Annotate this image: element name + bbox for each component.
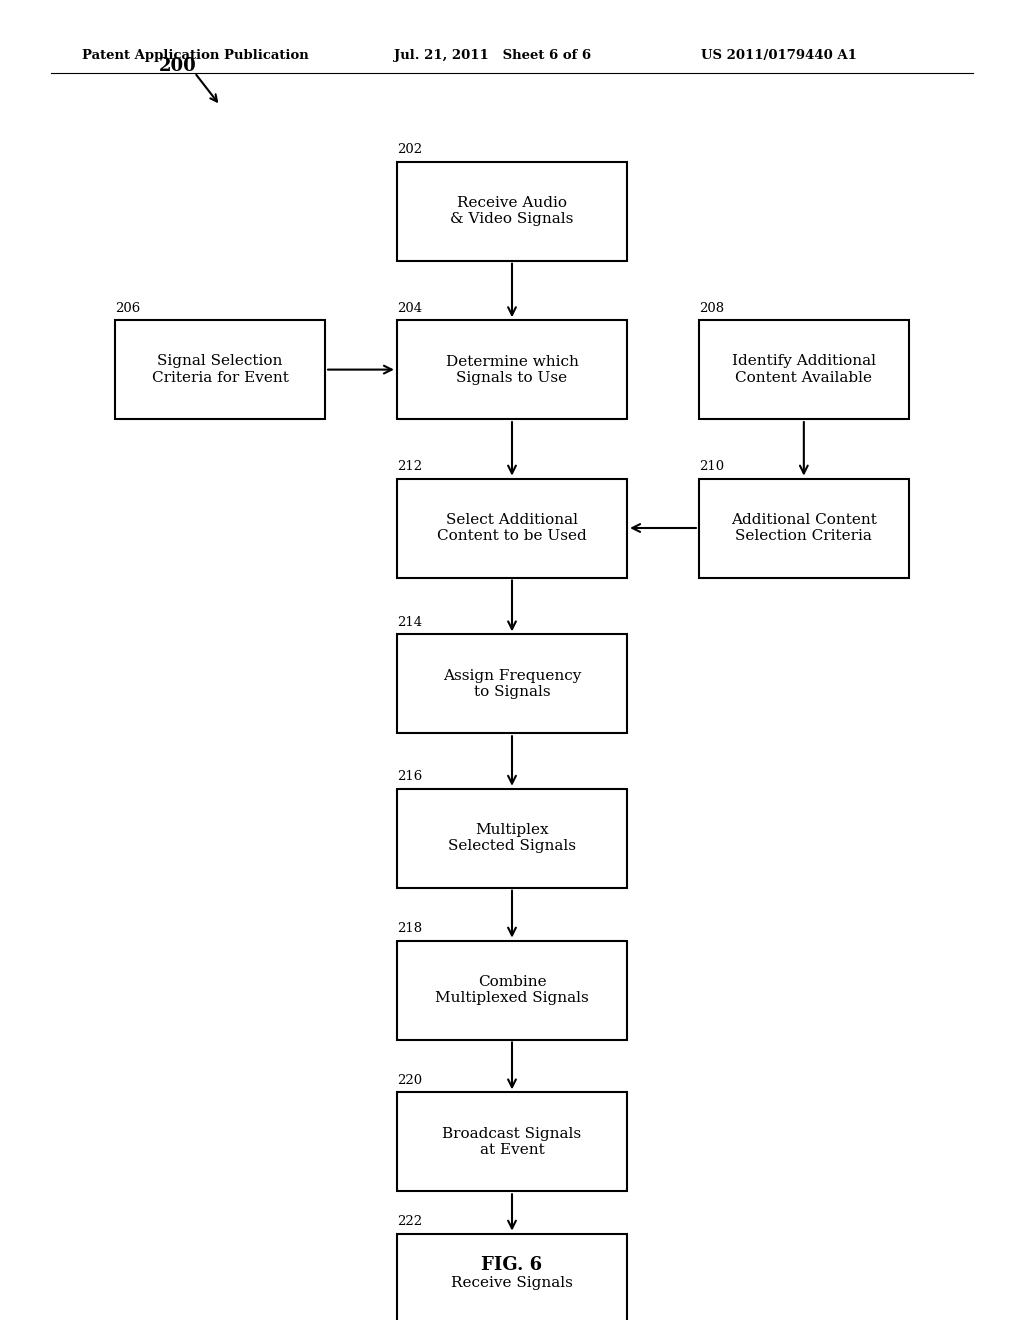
- Text: Additional Content
Selection Criteria: Additional Content Selection Criteria: [731, 513, 877, 543]
- FancyBboxPatch shape: [397, 788, 627, 887]
- Text: FIG. 6: FIG. 6: [481, 1255, 543, 1274]
- Text: 220: 220: [397, 1074, 422, 1088]
- Text: Identify Additional
Content Available: Identify Additional Content Available: [732, 355, 876, 384]
- Text: 206: 206: [115, 302, 140, 315]
- Text: 200: 200: [159, 57, 197, 75]
- FancyBboxPatch shape: [397, 1233, 627, 1320]
- Text: Assign Frequency
to Signals: Assign Frequency to Signals: [442, 669, 582, 698]
- Text: 212: 212: [397, 461, 422, 474]
- Text: 208: 208: [698, 302, 724, 315]
- Text: 222: 222: [397, 1216, 422, 1228]
- Text: Select Additional
Content to be Used: Select Additional Content to be Used: [437, 513, 587, 543]
- FancyBboxPatch shape: [397, 1093, 627, 1191]
- Text: Patent Application Publication: Patent Application Publication: [82, 49, 308, 62]
- Text: 218: 218: [397, 923, 422, 935]
- Text: 214: 214: [397, 616, 422, 630]
- FancyBboxPatch shape: [698, 321, 909, 420]
- Text: Broadcast Signals
at Event: Broadcast Signals at Event: [442, 1127, 582, 1156]
- Text: Receive Audio
& Video Signals: Receive Audio & Video Signals: [451, 197, 573, 226]
- Text: Receive Signals: Receive Signals: [451, 1276, 573, 1290]
- Text: Jul. 21, 2011   Sheet 6 of 6: Jul. 21, 2011 Sheet 6 of 6: [394, 49, 592, 62]
- Text: 216: 216: [397, 771, 422, 783]
- Text: Multiplex
Selected Signals: Multiplex Selected Signals: [449, 824, 575, 853]
- FancyBboxPatch shape: [397, 162, 627, 261]
- FancyBboxPatch shape: [397, 479, 627, 578]
- Text: 210: 210: [698, 461, 724, 474]
- Text: 202: 202: [397, 144, 422, 157]
- FancyBboxPatch shape: [698, 479, 909, 578]
- FancyBboxPatch shape: [397, 635, 627, 734]
- FancyBboxPatch shape: [115, 321, 326, 420]
- Text: 204: 204: [397, 302, 422, 315]
- FancyBboxPatch shape: [397, 940, 627, 1040]
- Text: Combine
Multiplexed Signals: Combine Multiplexed Signals: [435, 975, 589, 1005]
- Text: US 2011/0179440 A1: US 2011/0179440 A1: [701, 49, 857, 62]
- Text: Signal Selection
Criteria for Event: Signal Selection Criteria for Event: [152, 355, 289, 384]
- Text: Determine which
Signals to Use: Determine which Signals to Use: [445, 355, 579, 384]
- FancyBboxPatch shape: [397, 321, 627, 420]
